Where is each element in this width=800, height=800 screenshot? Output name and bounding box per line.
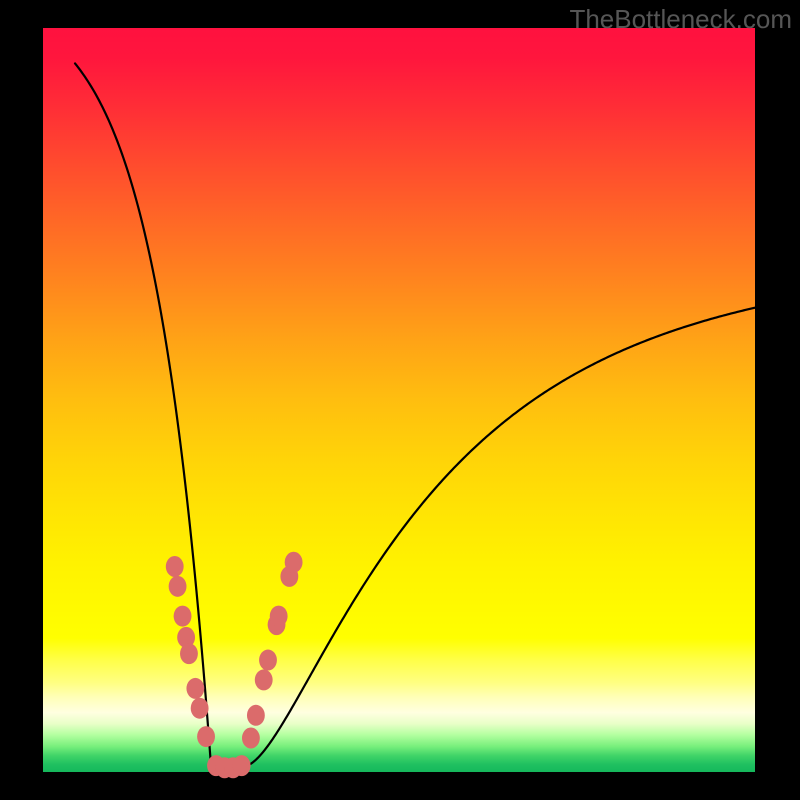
- data-marker: [186, 678, 204, 699]
- data-marker: [180, 643, 198, 664]
- data-marker: [247, 705, 265, 726]
- data-marker: [259, 650, 277, 671]
- data-marker: [166, 556, 184, 577]
- markers-bottom: [207, 755, 250, 778]
- chart-root: TheBottleneck.com: [0, 0, 800, 800]
- data-marker: [285, 552, 303, 573]
- data-marker: [233, 755, 251, 776]
- data-marker: [255, 669, 273, 690]
- data-marker: [197, 726, 215, 747]
- data-marker: [191, 698, 209, 719]
- data-marker: [270, 606, 288, 627]
- watermark-text: TheBottleneck.com: [569, 4, 792, 35]
- chart-svg: [0, 0, 800, 800]
- data-marker: [174, 606, 192, 627]
- data-marker: [242, 727, 260, 748]
- data-marker: [169, 576, 187, 597]
- plot-background: [43, 28, 755, 772]
